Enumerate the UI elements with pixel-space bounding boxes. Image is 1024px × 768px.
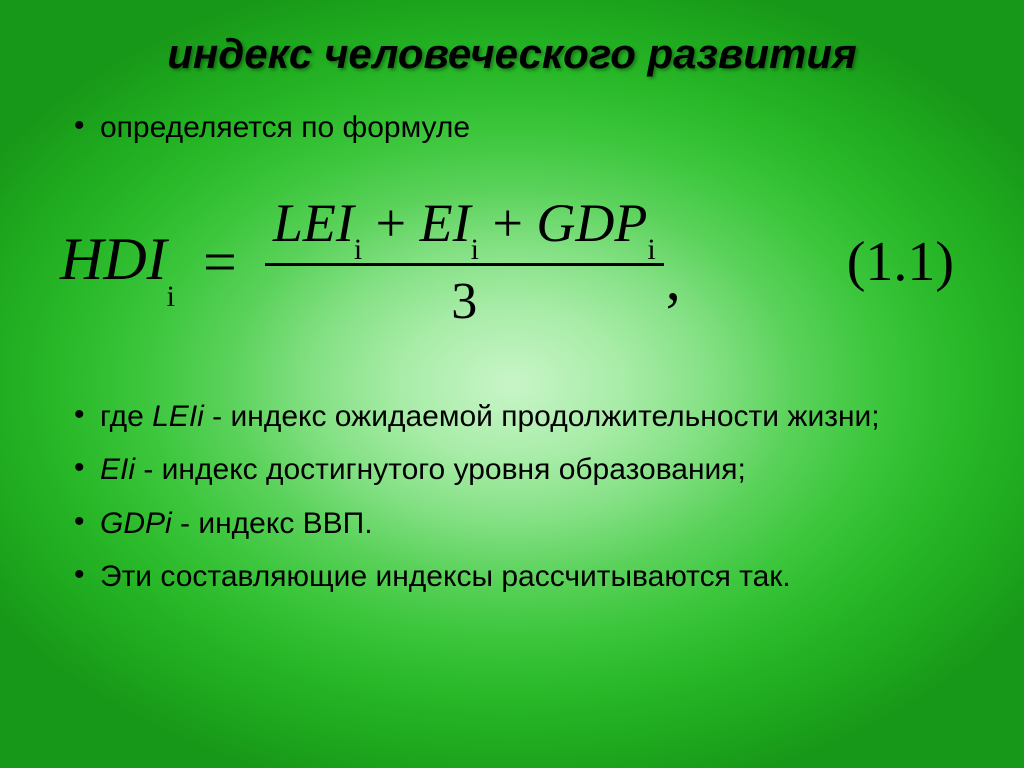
num-term1-sub: i [354, 233, 362, 266]
spacer [60, 365, 964, 395]
ei-var: EIi [100, 453, 135, 486]
bullet-intro-text: определяется по формуле [100, 111, 470, 144]
bullet-intro: определяется по формуле [60, 106, 964, 150]
formula-lhs-var: HDI [60, 226, 167, 292]
page-title: индекс человеческого развития [60, 30, 964, 78]
formula-fraction: LEIi + EIi + GDPi 3 [265, 192, 664, 332]
lei-desc: - индекс ожидаемой продолжительности жиз… [204, 400, 880, 433]
bullet-outro: Эти составляющие индексы рассчитываются … [60, 555, 964, 599]
formula-lhs-sub: i [167, 280, 175, 313]
formula-block: HDIi = LEIi + EIi + GDPi 3 , (1.1) [60, 160, 964, 365]
num-plus1: + [362, 193, 419, 253]
gdp-desc: - индекс ВВП. [172, 507, 373, 540]
num-term3-sub: i [647, 233, 655, 266]
bullet-ei: EIi - индекс достигнутого уровня образов… [60, 448, 964, 492]
outro-text: Эти составляющие индексы рассчитываются … [100, 560, 791, 593]
gdp-var: GDPi [100, 507, 172, 540]
where-word: где [100, 400, 152, 433]
num-term1: LEI [273, 193, 354, 253]
formula-lhs: HDIi [60, 225, 175, 300]
bullet-gdp: GDPi - индекс ВВП. [60, 502, 964, 546]
lei-var: LEIi [152, 400, 204, 433]
formula-equals: = [203, 228, 237, 297]
bullet-list: определяется по формуле [60, 106, 964, 150]
num-plus2: + [479, 193, 536, 253]
num-term3: GDP [536, 193, 647, 253]
slide: индекс человеческого развития определяет… [0, 0, 1024, 768]
num-term2-sub: i [471, 233, 479, 266]
formula-denominator: 3 [443, 272, 485, 332]
bullet-list-defs: где LEIi - индекс ожидаемой продолжитель… [60, 395, 964, 599]
equation-number: (1.1) [847, 230, 964, 294]
ei-desc: - индекс достигнутого уровня образования… [135, 453, 746, 486]
hdi-formula: HDIi = LEIi + EIi + GDPi 3 , [60, 192, 681, 332]
formula-numerator: LEIi + EIi + GDPi [265, 192, 664, 261]
fraction-bar [265, 263, 664, 266]
formula-comma: , [666, 245, 681, 314]
bullet-lei: где LEIi - индекс ожидаемой продолжитель… [60, 395, 964, 439]
num-term2: EI [420, 193, 471, 253]
